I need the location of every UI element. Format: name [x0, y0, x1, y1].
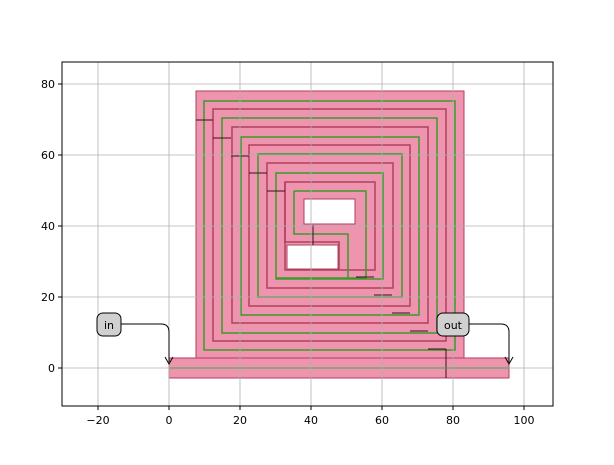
x-tick-label-6: 100: [514, 414, 535, 427]
port-in-label: in: [104, 319, 114, 332]
port-out: out: [436, 312, 514, 366]
dark-track-2: [248, 144, 411, 307]
green-track-1: [221, 117, 438, 334]
y-tick-label-3: 60: [41, 149, 55, 162]
grid: [62, 62, 553, 406]
y-tick-label-2: 40: [41, 220, 55, 233]
dark-track-1: [231, 126, 429, 324]
green-track-center: [293, 191, 349, 278]
port-in-arrow: [121, 323, 170, 362]
dark-track-0: [212, 108, 447, 342]
x-tick-label-3: 40: [304, 414, 318, 427]
x-tick-label-4: 60: [375, 414, 389, 427]
port-out-label: out: [444, 319, 463, 332]
green-track-inner: [276, 190, 367, 279]
x-tick-label-0: −20: [86, 414, 109, 427]
y-tick-label-1: 20: [41, 291, 55, 304]
inductor-layout: [168, 90, 510, 379]
y-tick-label-0: 0: [48, 362, 55, 375]
x-tick-label-2: 20: [233, 414, 247, 427]
port-in: in: [96, 312, 174, 366]
x-tick-label-5: 80: [446, 414, 460, 427]
axis-ticks: −20 0 20 40 60 80 100 0 20 40 60 80: [41, 78, 535, 427]
dark-track-center: [284, 182, 340, 270]
green-track-0: [203, 100, 456, 351]
port-out-arrow: [469, 323, 510, 362]
center-hole-top: [303, 198, 356, 225]
center-hole-bottom: [286, 244, 339, 270]
port-in-arrowhead-icon: [164, 356, 174, 366]
port-out-arrowhead-icon: [504, 356, 514, 366]
dark-track-3: [266, 162, 394, 289]
x-tick-label-1: 0: [166, 414, 173, 427]
axes-frame: [61, 61, 554, 407]
y-tick-label-4: 80: [41, 78, 55, 91]
